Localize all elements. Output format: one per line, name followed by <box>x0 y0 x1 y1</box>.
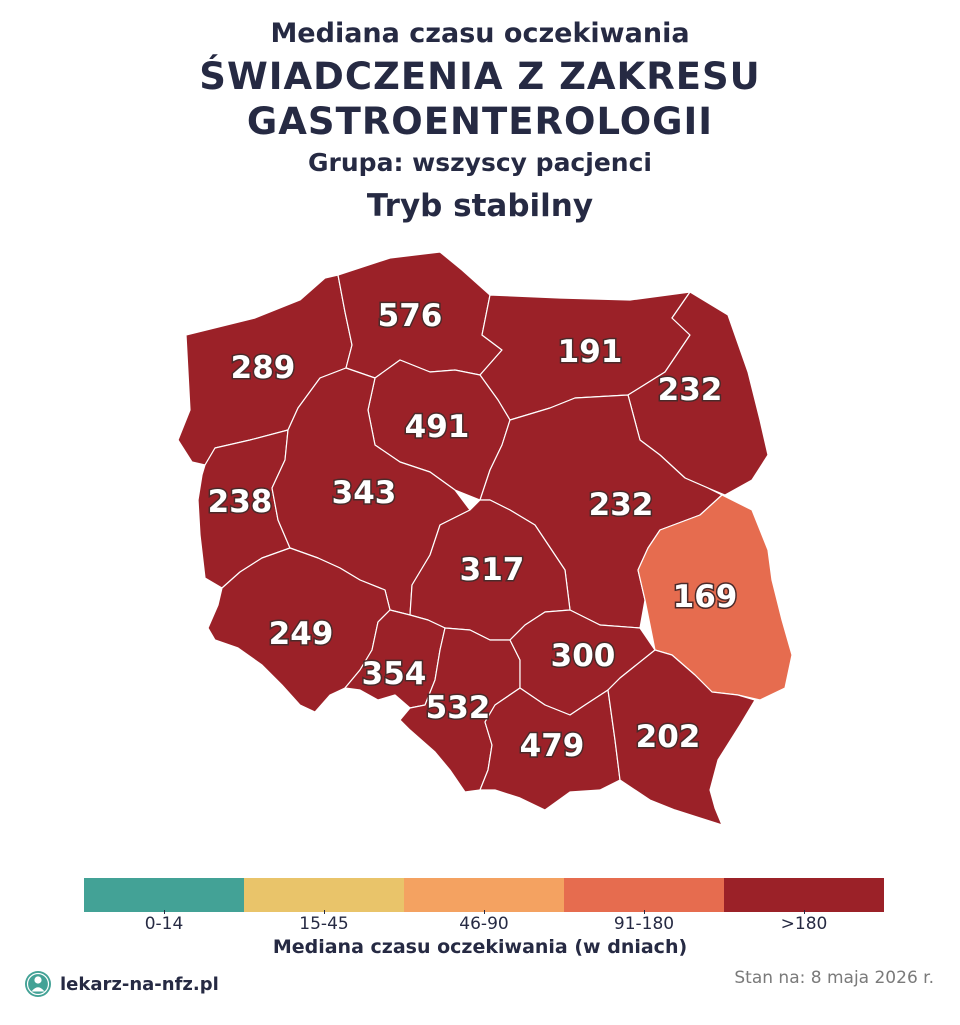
label-opolskie: 354 <box>362 656 427 692</box>
label-dolnoslaskie: 249 <box>269 616 334 652</box>
legend-bin: 91-180 <box>564 878 724 934</box>
legend-colorbar: 0-14 15-45 46-90 91-180 >180 <box>84 878 884 934</box>
label-pomorskie: 576 <box>378 298 443 334</box>
legend-bin: 15-45 <box>244 878 404 934</box>
label-kujawsko-pomorskie: 491 <box>405 409 470 445</box>
label-mazowieckie: 232 <box>589 487 654 523</box>
legend-bin-label: 46-90 <box>404 910 564 934</box>
date-stamp: Stan na: 8 maja 2026 r. <box>734 968 934 988</box>
doctor-icon <box>25 971 51 997</box>
legend-bin-label: 91-180 <box>564 910 724 934</box>
legend-bin-label: 0-14 <box>84 910 244 934</box>
legend-bin: 0-14 <box>84 878 244 934</box>
legend-bin-label: 15-45 <box>244 910 404 934</box>
logo[interactable]: lekarz-na-nfz.pl <box>24 970 219 998</box>
label-lubuskie: 238 <box>208 484 273 520</box>
label-lodzkie: 317 <box>460 552 525 588</box>
legend-title: Mediana czasu oczekiwania (w dniach) <box>272 936 688 958</box>
pretitle: Mediana czasu oczekiwania <box>270 18 690 49</box>
label-warminsko-mazurskie: 191 <box>558 334 623 370</box>
label-malopolskie: 479 <box>520 728 585 764</box>
label-podlaskie: 232 <box>658 372 723 408</box>
region-labels: 289 576 191 232 491 238 343 232 317 169 … <box>206 297 739 766</box>
region-malopolskie[interactable] <box>479 687 621 811</box>
map-regions <box>177 251 793 826</box>
label-podkarpackie: 202 <box>636 719 701 755</box>
group-label: Grupa: wszyscy pacjenci <box>308 148 652 177</box>
logo-text: lekarz-na-nfz.pl <box>60 973 219 995</box>
legend-bin: >180 <box>724 878 884 934</box>
mode-label: Tryb stabilny <box>366 188 594 224</box>
legend-bin-label: >180 <box>724 910 884 934</box>
label-swietokrzyskie: 300 <box>551 638 616 674</box>
title-line-1: ŚWIADCZENIA Z ZAKRESU <box>199 55 761 98</box>
label-slaskie: 532 <box>426 690 491 726</box>
title-line-2: GASTROENTEROLOGII <box>246 100 714 143</box>
label-wielkopolskie: 343 <box>332 475 397 511</box>
region-podkarpackie[interactable] <box>607 649 756 826</box>
label-lubelskie: 169 <box>673 579 738 615</box>
poland-map: 289 576 191 232 491 238 343 232 317 169 … <box>177 251 793 826</box>
label-zachodniopomorskie: 289 <box>231 350 296 386</box>
legend-bin: 46-90 <box>404 878 564 934</box>
